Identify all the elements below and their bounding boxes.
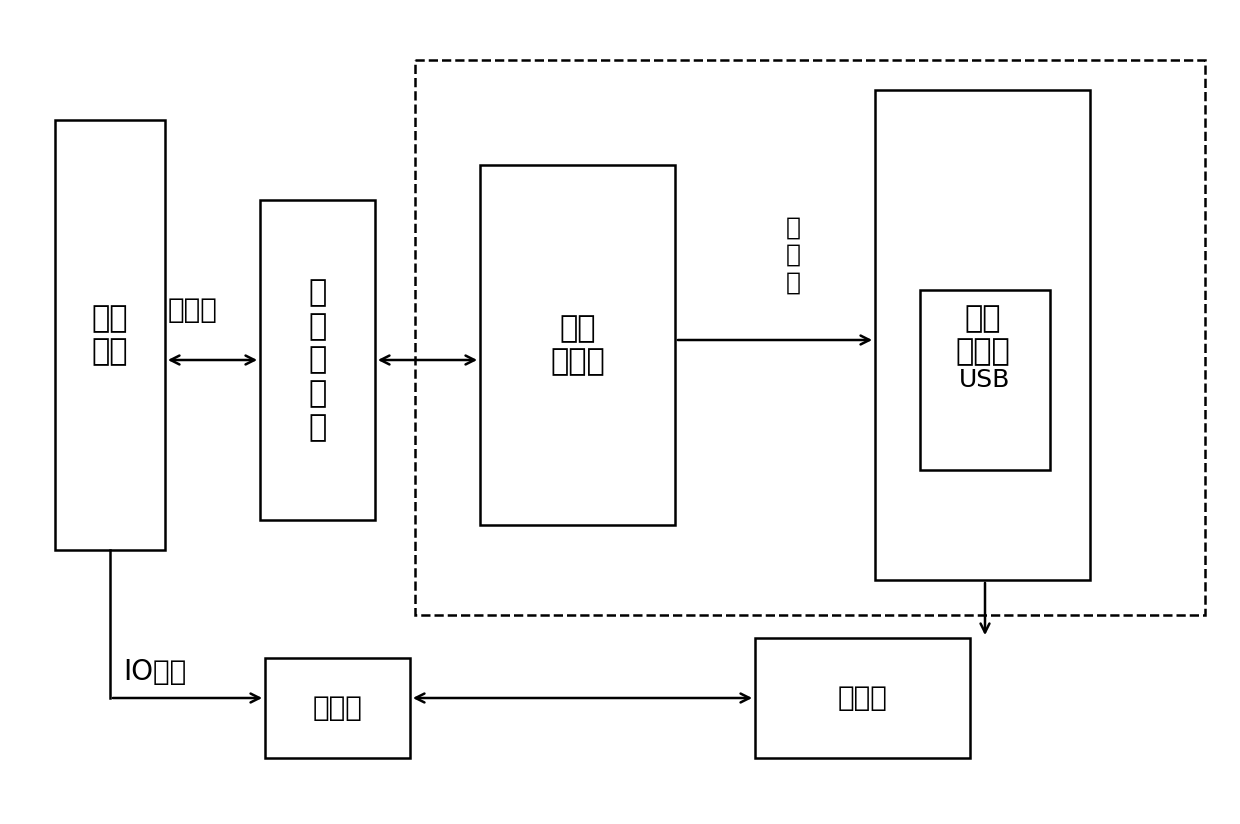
Text: 网
络
发
包
器: 网 络 发 包 器 — [309, 279, 326, 442]
Bar — [415, 60, 1205, 615]
Text: IO信号: IO信号 — [123, 658, 187, 686]
Text: 整形器: 整形器 — [312, 694, 362, 722]
Text: 信号
监测器: 信号 监测器 — [955, 304, 1009, 367]
Text: 网络
监测器: 网络 监测器 — [551, 314, 605, 377]
Bar — [480, 165, 675, 525]
Bar — [875, 90, 1090, 580]
Text: USB: USB — [960, 368, 1011, 392]
Bar — [755, 638, 970, 758]
Bar — [265, 658, 410, 758]
Text: 目标
设备: 目标 设备 — [92, 304, 128, 367]
Text: 采集卡: 采集卡 — [837, 684, 888, 712]
Bar — [920, 290, 1050, 470]
Bar — [260, 200, 374, 520]
Text: 数据包: 数据包 — [169, 296, 218, 324]
Text: 监
测
器: 监 测 器 — [785, 215, 801, 295]
Bar — [55, 120, 165, 550]
